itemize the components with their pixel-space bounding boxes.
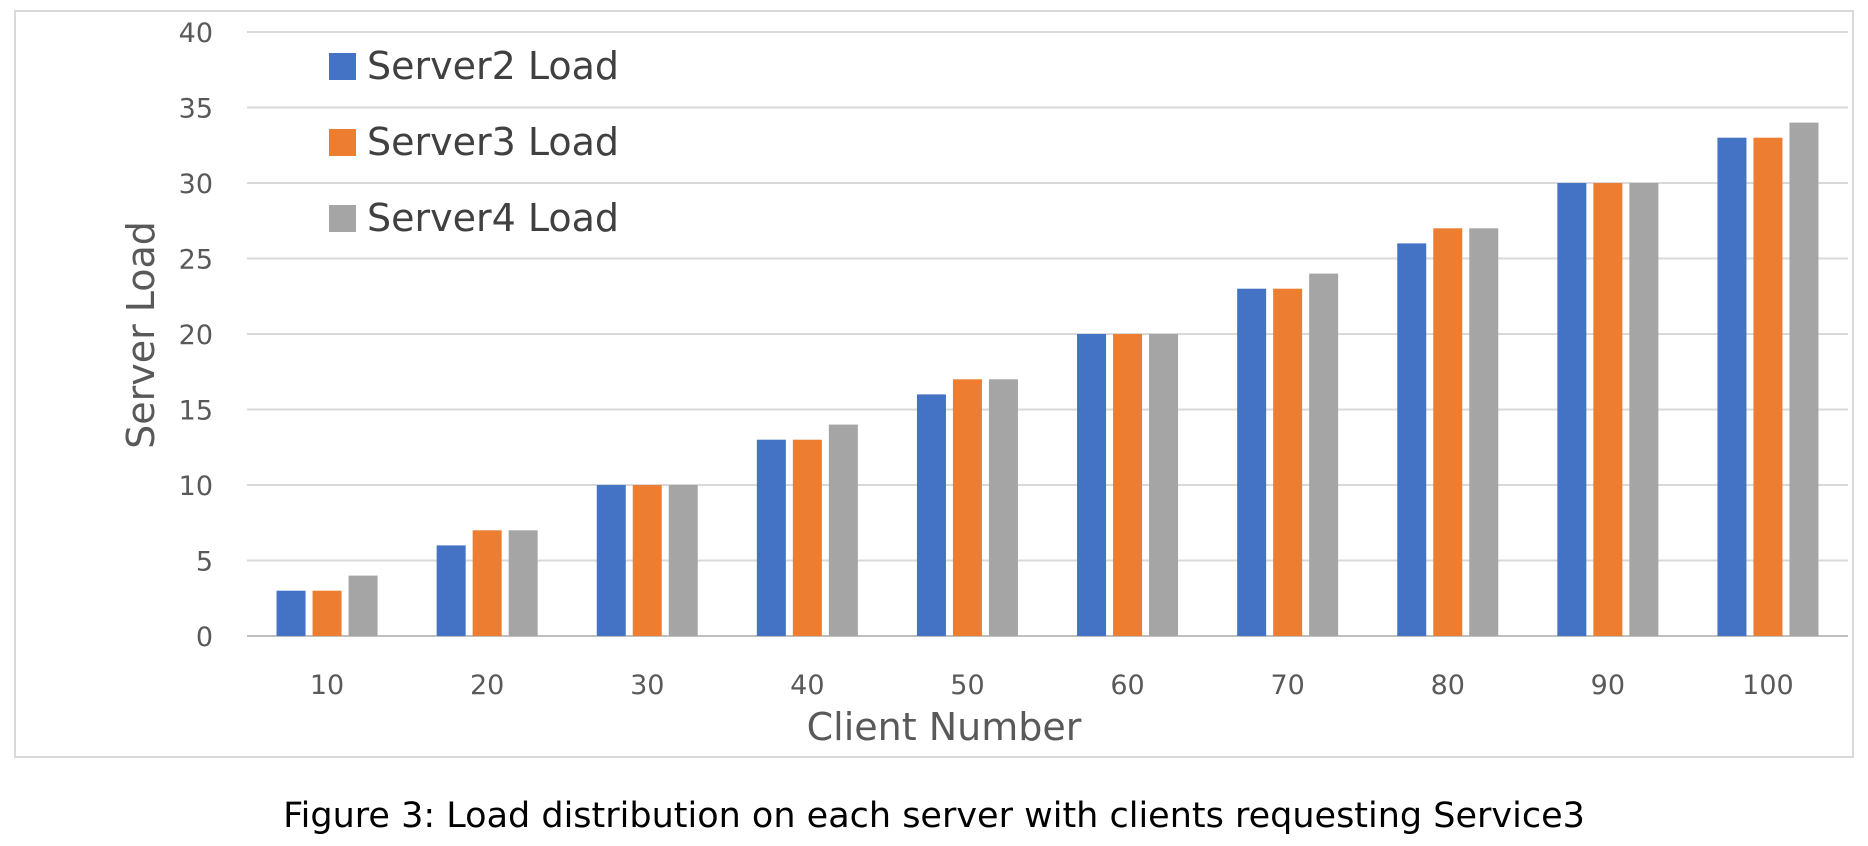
bar xyxy=(1237,288,1267,636)
x-tick-label: 40 xyxy=(790,670,824,701)
legend-label: Server3 Load xyxy=(367,120,619,164)
y-tick-label: 30 xyxy=(179,169,213,200)
y-tick-label: 5 xyxy=(196,547,213,578)
bar-chart: 0 5 10 15 20 25 30 35 40 10 20 30 40 50 60 70 80 90 100 S… xyxy=(119,18,1848,749)
y-axis-title: Server Load xyxy=(119,221,163,449)
y-tick-label: 20 xyxy=(179,320,213,351)
bar xyxy=(916,394,946,636)
bar xyxy=(312,590,342,636)
x-tick-label: 50 xyxy=(950,670,984,701)
bar xyxy=(1149,334,1179,636)
bar xyxy=(952,379,982,636)
x-tick-label: 20 xyxy=(470,670,504,701)
legend-swatch xyxy=(329,129,356,156)
legend-label: Server2 Load xyxy=(367,44,619,88)
bar xyxy=(508,530,538,636)
y-axis-ticks: 0 5 10 15 20 25 30 35 40 xyxy=(179,18,213,653)
bar xyxy=(632,485,662,636)
legend-swatch xyxy=(329,53,356,80)
y-tick-label: 25 xyxy=(179,245,213,276)
bar xyxy=(472,530,502,636)
bar xyxy=(436,545,466,636)
bar xyxy=(1273,288,1303,636)
x-axis-ticks: 10 20 30 40 50 60 70 80 90 100 xyxy=(310,670,1794,701)
bar xyxy=(828,424,858,636)
bar xyxy=(668,485,698,636)
y-tick-label: 0 xyxy=(196,622,213,653)
bar xyxy=(1309,273,1339,636)
x-tick-label: 90 xyxy=(1591,670,1625,701)
y-tick-label: 40 xyxy=(179,18,213,49)
bar xyxy=(792,439,822,636)
x-tick-label: 100 xyxy=(1742,670,1794,701)
y-tick-label: 35 xyxy=(179,94,213,125)
x-tick-label: 30 xyxy=(630,670,664,701)
bar xyxy=(1629,183,1659,636)
bar xyxy=(1789,122,1819,637)
legend: Server2 Load Server3 Load Server4 Load xyxy=(329,44,619,240)
bar xyxy=(1397,243,1427,636)
bar xyxy=(1077,334,1107,636)
legend-label: Server4 Load xyxy=(367,196,619,240)
x-tick-label: 80 xyxy=(1431,670,1465,701)
bar xyxy=(1557,183,1587,636)
bar xyxy=(276,590,306,636)
bar xyxy=(596,485,626,636)
bars xyxy=(276,122,1819,637)
bar xyxy=(988,379,1018,636)
figure-caption: Figure 3: Load distribution on each serv… xyxy=(283,796,1585,836)
bar xyxy=(1433,228,1463,637)
x-axis-title: Client Number xyxy=(807,705,1082,749)
bar xyxy=(1593,183,1623,636)
x-tick-label: 10 xyxy=(310,670,344,701)
x-tick-label: 70 xyxy=(1270,670,1304,701)
x-tick-label: 60 xyxy=(1110,670,1144,701)
bar xyxy=(348,575,378,636)
bar xyxy=(1113,334,1143,636)
bar xyxy=(1469,228,1499,637)
bar xyxy=(1717,137,1747,636)
bar xyxy=(1753,137,1783,636)
bar xyxy=(756,439,786,636)
legend-swatch xyxy=(329,205,356,232)
y-tick-label: 10 xyxy=(179,471,213,502)
y-tick-label: 15 xyxy=(179,396,213,427)
